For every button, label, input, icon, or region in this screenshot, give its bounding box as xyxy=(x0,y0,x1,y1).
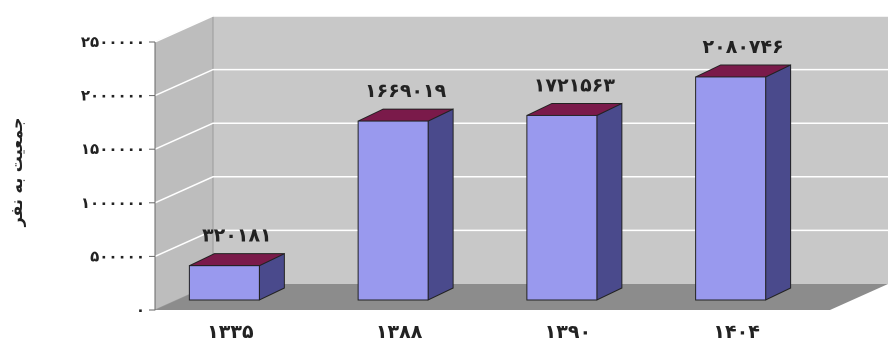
chart-gridlines xyxy=(154,15,888,258)
x-tick-label: ۱۳۳۵ xyxy=(207,321,254,343)
x-axis-ticks: ۱۳۳۵ ۱۳۸۸ ۱۳۹۰ ۱۴۰۴ xyxy=(207,321,760,343)
y-tick-label: ۵۰۰۰۰۰ xyxy=(90,247,145,265)
bar-front xyxy=(357,120,429,301)
gridline xyxy=(154,15,888,43)
data-label: ۱۷۲۱۵۶۳ xyxy=(534,74,616,96)
y-tick-label: ۱۰۰۰۰۰۰ xyxy=(81,194,145,212)
data-label: ۳۲۰۱۸۱ xyxy=(202,225,272,247)
y-tick-label: ۲۵۰۰۰۰۰ xyxy=(81,33,145,51)
bar xyxy=(695,64,792,301)
bar-side xyxy=(596,102,623,301)
gridline xyxy=(154,176,888,204)
bars xyxy=(188,64,792,301)
gridline xyxy=(154,122,888,150)
bar-front xyxy=(188,265,260,301)
data-label: ۱۶۶۹۰۱۹ xyxy=(365,80,447,102)
y-axis-ticks: ۰ ۵۰۰۰۰۰ ۱۰۰۰۰۰۰ ۱۵۰۰۰۰۰ ۲۰۰۰۰۰۰ ۲۵۰۰۰۰۰ xyxy=(81,33,156,319)
gridline xyxy=(154,68,888,97)
bar-front xyxy=(526,114,598,301)
bar xyxy=(357,108,454,301)
y-tick-label: ۲۰۰۰۰۰۰ xyxy=(81,87,145,105)
x-tick-label: ۱۳۹۰ xyxy=(545,321,591,343)
y-axis-label: جمعیت به نفر xyxy=(7,117,26,227)
bar xyxy=(188,252,285,301)
y-tick-label: ۱۵۰۰۰۰۰ xyxy=(81,140,145,158)
x-tick-label: ۱۳۸۸ xyxy=(376,321,423,343)
data-labels: ۳۲۰۱۸۱ ۱۶۶۹۰۱۹ ۱۷۲۱۵۶۳ ۲۰۸۰۷۴۶ xyxy=(202,36,784,247)
x-tick-label: ۱۴۰۴ xyxy=(713,321,759,343)
bar-side xyxy=(765,64,792,301)
bar-front xyxy=(695,76,767,301)
bar-side xyxy=(427,108,454,301)
gridline xyxy=(154,229,888,258)
y-tick-label: ۰ xyxy=(136,301,145,319)
bar xyxy=(526,102,623,301)
data-label: ۲۰۸۰۷۴۶ xyxy=(703,36,784,58)
